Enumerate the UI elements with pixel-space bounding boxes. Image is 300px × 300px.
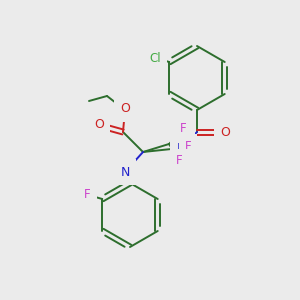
Text: F: F <box>84 188 91 200</box>
Text: F: F <box>176 154 182 167</box>
Text: N: N <box>120 166 130 178</box>
Text: H: H <box>113 164 121 174</box>
Text: Cl: Cl <box>149 52 161 64</box>
Text: O: O <box>120 103 130 116</box>
Text: O: O <box>220 125 230 139</box>
Text: N: N <box>176 142 186 154</box>
Text: O: O <box>94 118 104 131</box>
Text: F: F <box>185 140 191 152</box>
Text: H: H <box>182 136 190 146</box>
Text: F: F <box>180 122 186 136</box>
